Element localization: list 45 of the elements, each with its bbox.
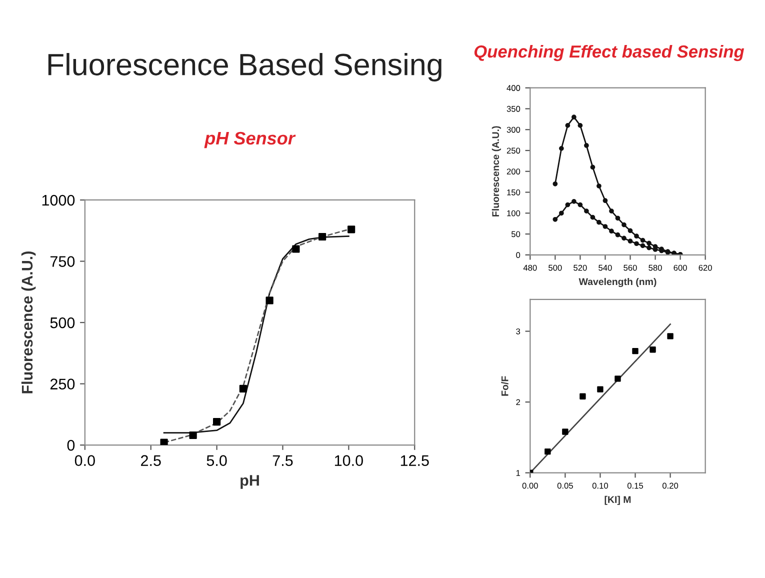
y-tick-label: 1 — [516, 470, 520, 476]
y-tick-label: 350 — [506, 106, 520, 112]
x-tick-label: 0.05 — [557, 482, 573, 489]
y-tick-label: 400 — [506, 85, 520, 91]
y-tick-label: 250 — [506, 148, 520, 154]
y-tick-label: 500 — [50, 317, 75, 328]
x-tick-label: 0.0 — [74, 455, 95, 466]
x-tick-label: 620 — [698, 264, 712, 271]
y-axis-title: Fo/F — [501, 376, 508, 396]
x-tick-label: 540 — [598, 264, 612, 271]
x-tick-label: 10.0 — [334, 455, 363, 466]
y-axis-title: Fluorescence (A.U.) — [492, 126, 501, 216]
y-tick-label: 2 — [516, 399, 520, 406]
x-tick-label: 5.0 — [206, 455, 227, 466]
y-tick-label: 200 — [506, 168, 520, 174]
x-axis-title: Wavelength (nm) — [578, 278, 656, 288]
y-tick-label: 3 — [516, 328, 520, 334]
y-tick-label: 250 — [50, 378, 75, 390]
x-axis-title: pH — [240, 475, 259, 489]
y-tick-label: 1000 — [42, 194, 75, 206]
y-tick-label: 0 — [516, 252, 520, 258]
x-tick-label: 12.5 — [400, 455, 429, 466]
y-tick-label: 50 — [511, 231, 520, 238]
x-tick-label: 580 — [648, 264, 662, 271]
x-tick-label: 2.5 — [141, 455, 161, 466]
x-tick-label: 0.15 — [627, 482, 644, 489]
x-tick-label: 520 — [574, 264, 587, 271]
x-tick-label: 480 — [523, 264, 537, 271]
y-tick-label: 300 — [506, 126, 520, 133]
x-tick-label: 500 — [548, 264, 562, 271]
x-axis-title: [KI] M — [604, 496, 631, 505]
y-axis-title: Fluorescence (A.U.) — [21, 252, 36, 394]
x-tick-label: 0.00 — [522, 482, 538, 489]
chart-title: pH Sensor — [204, 132, 296, 148]
chart-title: Quenching Effect based Sensing — [474, 44, 744, 62]
y-tick-label: 150 — [507, 189, 520, 196]
y-tick-label: 100 — [507, 210, 520, 216]
x-tick-label: 560 — [624, 264, 637, 271]
text: Fluorescence Based Sensing — [48, 52, 442, 82]
x-tick-label: 600 — [674, 264, 687, 271]
x-tick-label: 7.5 — [272, 455, 293, 466]
y-tick-label: 750 — [50, 256, 75, 267]
y-tick-label: 0 — [67, 440, 75, 451]
x-tick-label: 0.10 — [592, 482, 608, 489]
x-tick-label: 0.20 — [662, 482, 678, 489]
